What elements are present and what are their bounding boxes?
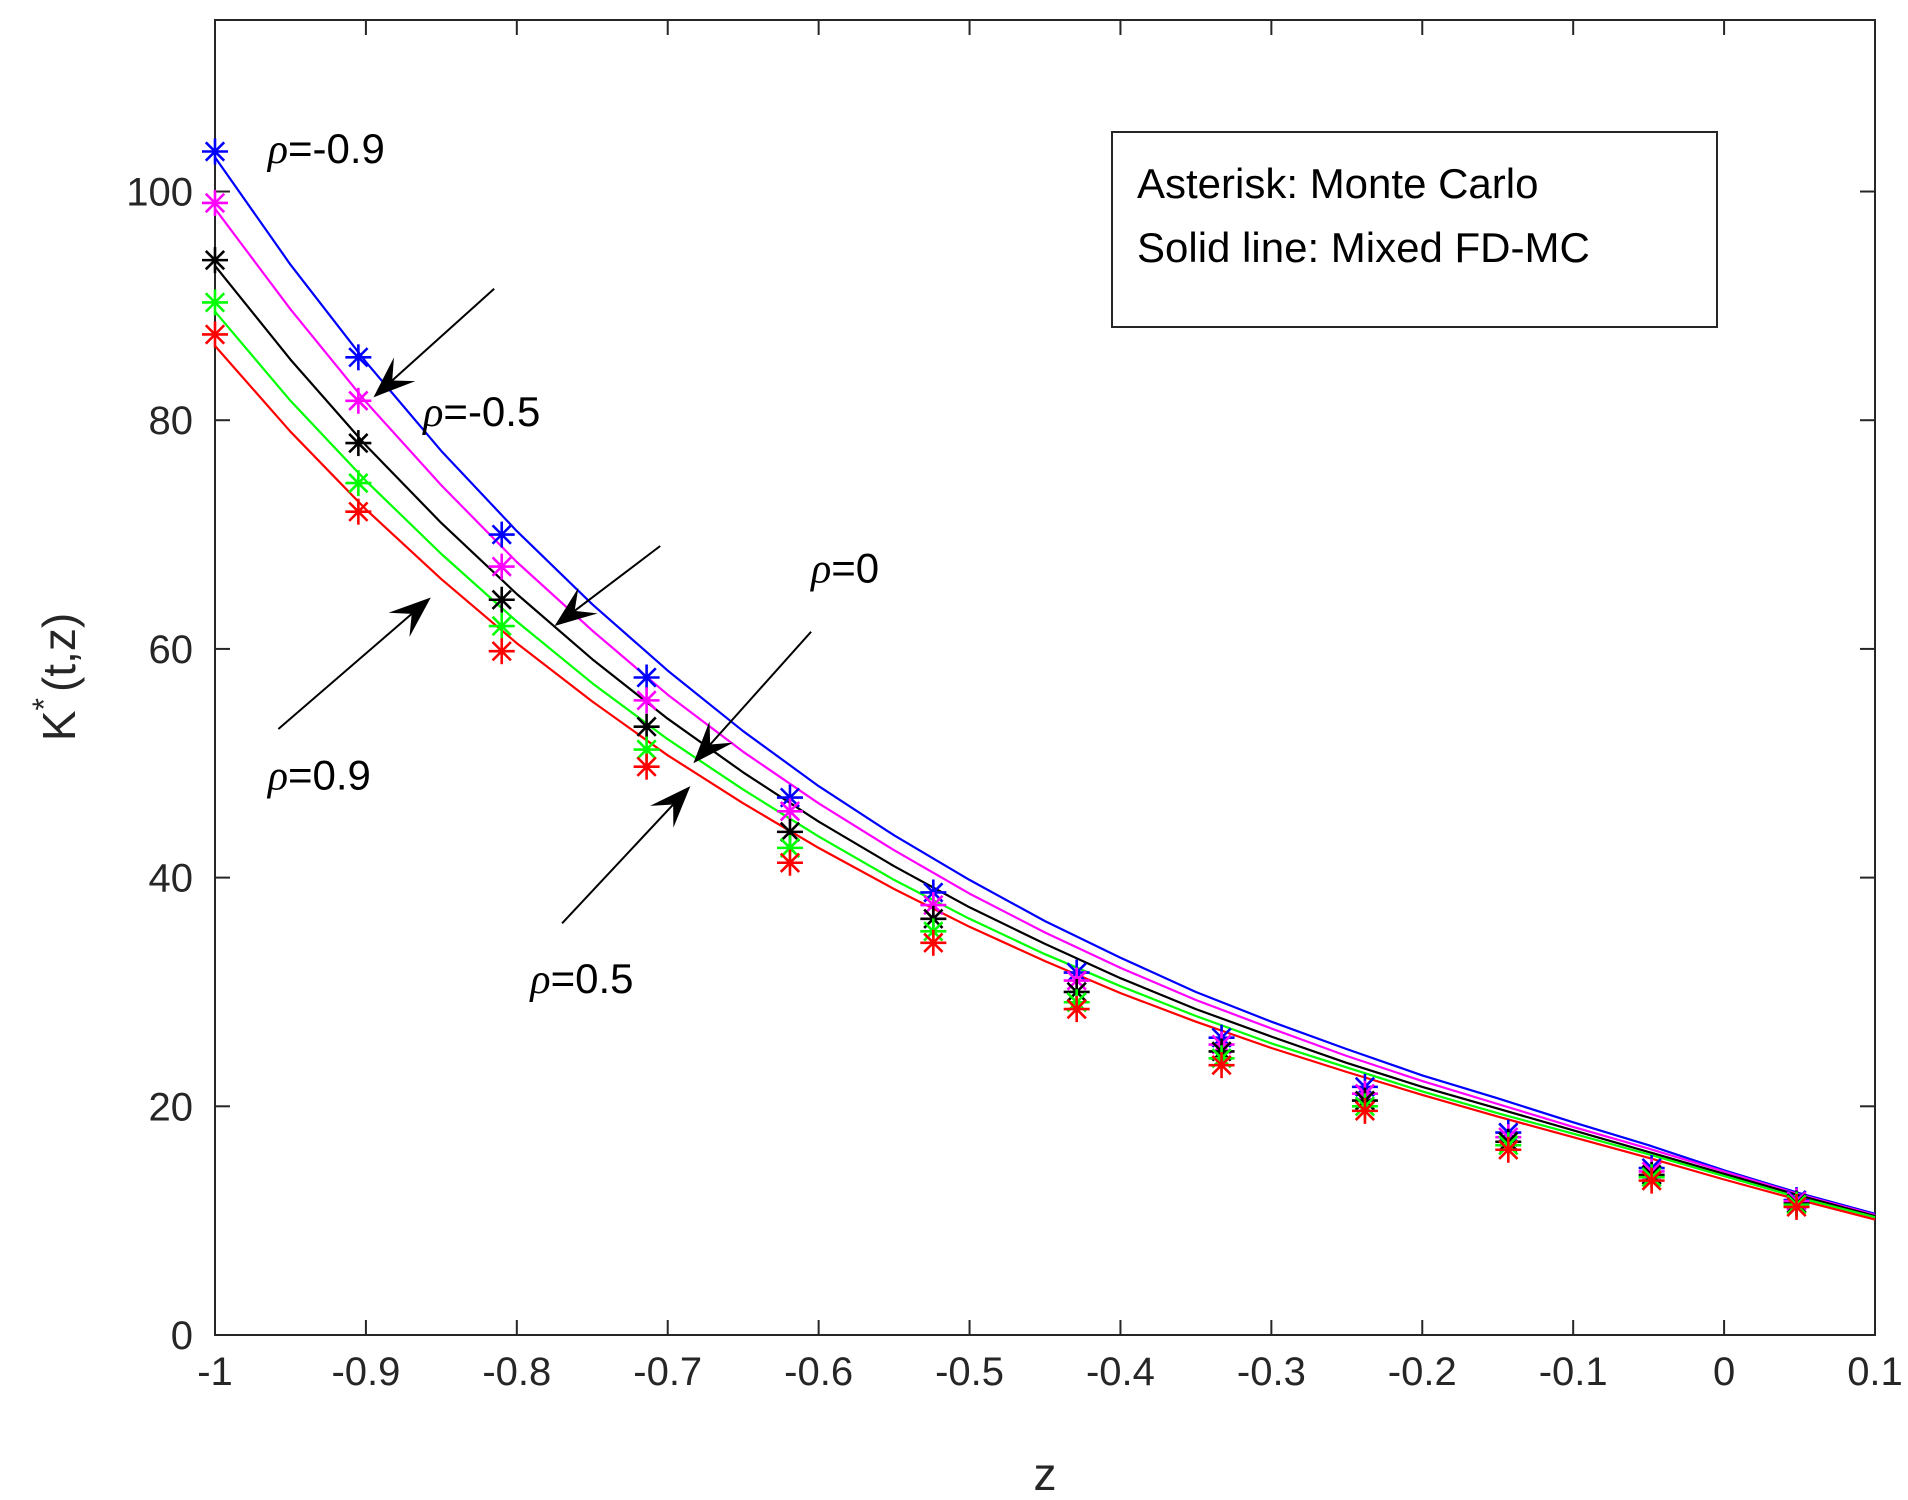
y-axis-title: K* (t,z) bbox=[26, 613, 85, 741]
asterisk-marker bbox=[202, 138, 228, 165]
rho-value: =-0.5 bbox=[443, 388, 540, 435]
y-axis-title-sup: * bbox=[26, 698, 62, 710]
x-tick-label: -0.3 bbox=[1237, 1350, 1306, 1394]
x-tick-label: -0.9 bbox=[331, 1350, 400, 1394]
x-axis-title: z bbox=[1034, 1448, 1057, 1500]
asterisk-marker bbox=[488, 553, 515, 580]
x-tick-label: -0.1 bbox=[1539, 1350, 1608, 1394]
annotation-arrow-shaft bbox=[391, 287, 495, 382]
y-tick-label: 100 bbox=[126, 171, 193, 215]
asterisk-marker bbox=[1063, 996, 1090, 1023]
curve-ρ=-0.9 bbox=[214, 156, 1876, 1215]
rho-symbol: ρ bbox=[528, 957, 550, 1003]
x-tick-label: -0.5 bbox=[935, 1350, 1004, 1394]
asterisk-marker bbox=[202, 321, 228, 348]
asterisk-marker bbox=[202, 247, 228, 274]
asterisk-marker bbox=[1783, 1193, 1810, 1220]
asterisk-marker bbox=[488, 586, 515, 613]
x-axis: -1 -0.9 -0.8 -0.7 -0.6 -0.5 -0.4 -0.3 -0.2 -0.1 0 0… bbox=[197, 20, 1903, 1394]
x-tick-label: -0.6 bbox=[784, 1350, 853, 1394]
y-tick-label: 40 bbox=[149, 857, 194, 901]
annotation-arrow-head bbox=[554, 587, 598, 627]
asterisk-marker bbox=[1208, 1052, 1235, 1079]
rho-symbol: ρ bbox=[266, 754, 288, 800]
monte-carlo-markers bbox=[202, 138, 1810, 1220]
asterisk-marker bbox=[633, 664, 660, 691]
asterisk-marker bbox=[633, 713, 660, 740]
asterisk-marker bbox=[776, 849, 803, 876]
asterisk-marker bbox=[345, 430, 372, 457]
asterisk-marker bbox=[776, 834, 803, 861]
curve-ρ=-0.5 bbox=[214, 208, 1876, 1216]
x-tick-label: 0.1 bbox=[1847, 1350, 1903, 1394]
annotation-arrow-head bbox=[373, 357, 416, 398]
rho-annotations: ρ=-0.9ρ=-0.5ρ=0ρ=0.9ρ=0.5 bbox=[266, 125, 879, 1003]
annotation-arrow-shaft bbox=[561, 803, 674, 925]
x-tick-label: -0.7 bbox=[633, 1350, 702, 1394]
asterisk-marker bbox=[345, 470, 372, 497]
y-tick-label: 60 bbox=[149, 628, 194, 672]
y-tick-label: 20 bbox=[149, 1085, 194, 1129]
asterisk-marker bbox=[1351, 1097, 1378, 1124]
annotation-arrow-shaft bbox=[574, 545, 661, 612]
asterisk-marker bbox=[202, 189, 228, 216]
annotation-label: ρ=0.5 bbox=[528, 955, 633, 1003]
asterisk-marker bbox=[633, 753, 660, 780]
annotation-arrow-head bbox=[693, 721, 734, 764]
annotation-label: ρ=0.9 bbox=[266, 752, 371, 800]
annotation-arrow-shaft bbox=[277, 613, 413, 730]
x-tick-label: -0.4 bbox=[1086, 1350, 1155, 1394]
rho-value: =0.9 bbox=[288, 752, 371, 799]
asterisk-marker bbox=[488, 521, 515, 548]
curve-ρ=0 bbox=[214, 265, 1876, 1218]
y-axis: 0 20 40 60 80 100 bbox=[126, 171, 1875, 1358]
legend-box: Asterisk: Monte Carlo Solid line: Mixed … bbox=[1111, 131, 1718, 328]
y-axis-title-main: K bbox=[33, 710, 85, 741]
x-tick-label: -0.2 bbox=[1388, 1350, 1457, 1394]
annotation-arrow-head bbox=[388, 597, 431, 638]
y-tick-label: 0 bbox=[171, 1314, 193, 1358]
curve-ρ=0.9 bbox=[214, 345, 1876, 1221]
annotation-label: ρ=-0.5 bbox=[421, 388, 540, 436]
asterisk-marker bbox=[920, 929, 947, 956]
asterisk-marker bbox=[488, 638, 515, 665]
annotation-arrow-shaft bbox=[709, 631, 812, 746]
annotation-label: ρ=-0.9 bbox=[266, 125, 385, 173]
plot-area-frame bbox=[214, 19, 1876, 1336]
x-tick-label: -1 bbox=[197, 1350, 233, 1394]
asterisk-marker bbox=[345, 387, 372, 414]
x-tick-label: 0 bbox=[1713, 1350, 1735, 1394]
y-tick-label: 80 bbox=[149, 399, 194, 443]
rho-symbol: ρ bbox=[809, 547, 831, 593]
asterisk-marker bbox=[202, 289, 228, 316]
asterisk-marker bbox=[345, 498, 372, 525]
rho-symbol: ρ bbox=[266, 127, 288, 173]
rho-symbol: ρ bbox=[421, 390, 443, 436]
annotation-arrow-head bbox=[649, 786, 691, 828]
asterisk-marker bbox=[1495, 1136, 1522, 1163]
x-tick-label: -0.8 bbox=[482, 1350, 551, 1394]
y-axis-title-rest: (t,z) bbox=[33, 613, 85, 692]
asterisk-marker bbox=[488, 613, 515, 640]
asterisk-marker bbox=[633, 687, 660, 714]
rho-value: =0 bbox=[831, 545, 879, 592]
rho-value: =-0.9 bbox=[288, 125, 385, 172]
rho-value: =0.5 bbox=[551, 955, 634, 1002]
annotation-label: ρ=0 bbox=[809, 545, 879, 593]
asterisk-marker bbox=[1638, 1167, 1665, 1194]
legend-line-monte-carlo: Asterisk: Monte Carlo bbox=[1137, 160, 1538, 207]
asterisk-marker bbox=[345, 344, 372, 371]
legend-frame bbox=[1111, 131, 1718, 328]
legend-line-fd-mc: Solid line: Mixed FD-MC bbox=[1137, 224, 1590, 271]
